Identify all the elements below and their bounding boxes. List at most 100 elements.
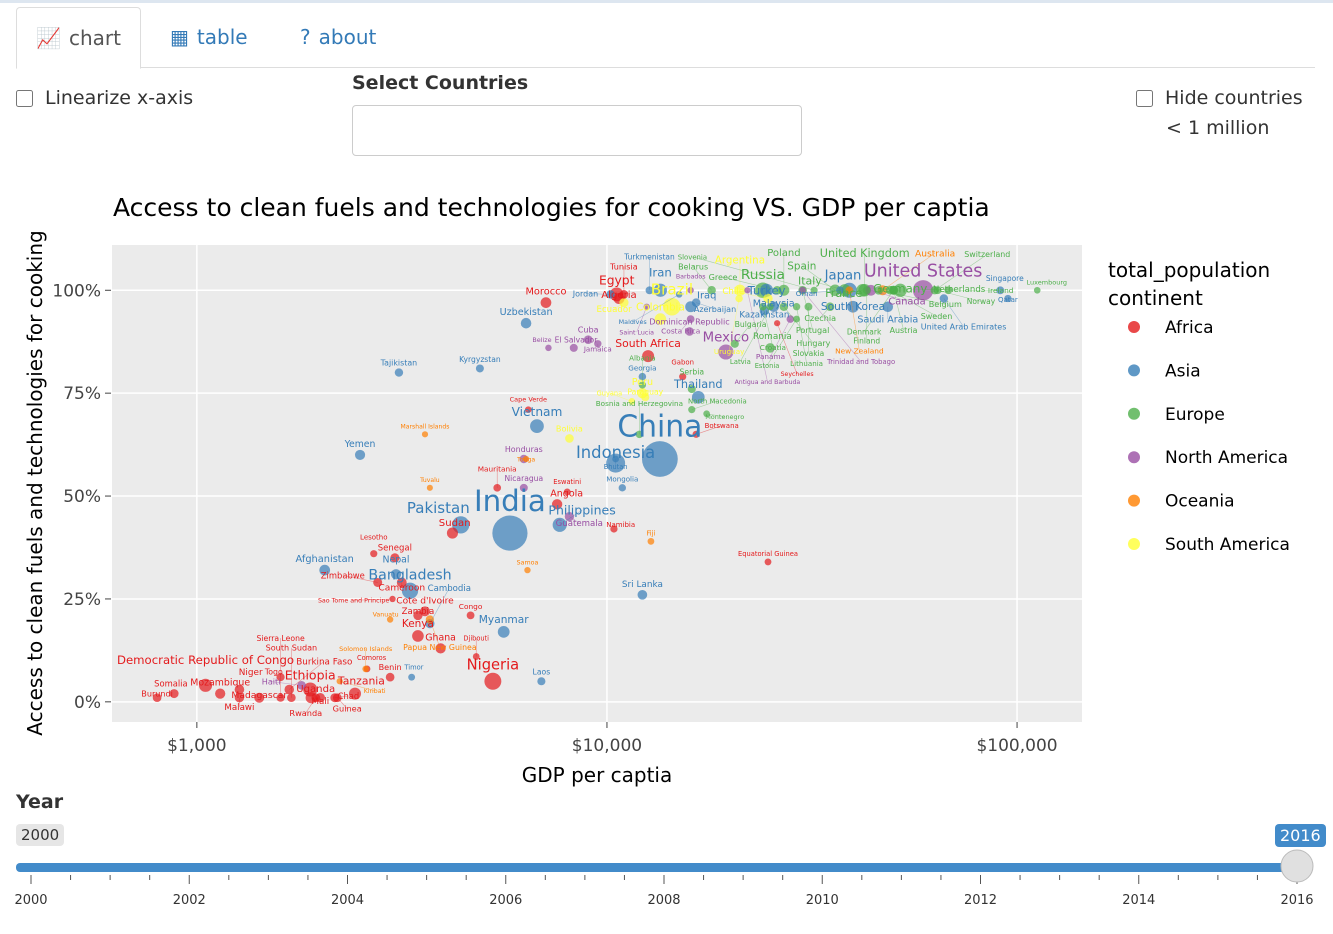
label-leader-line bbox=[353, 598, 393, 601]
country-label: Guatemala bbox=[556, 519, 603, 529]
label-leader-line bbox=[882, 252, 936, 291]
country-label: Slovakia bbox=[793, 349, 825, 358]
country-label: Honduras bbox=[505, 445, 543, 454]
label-leader-line bbox=[696, 302, 716, 310]
label-leader-line bbox=[796, 306, 807, 364]
data-point bbox=[522, 455, 530, 463]
country-label: Luxembourg bbox=[1027, 278, 1068, 286]
label-leader-line bbox=[733, 290, 769, 299]
data-point bbox=[687, 384, 696, 394]
slider-tick-label: 2000 bbox=[14, 893, 47, 908]
country-label: Maldives bbox=[619, 318, 648, 326]
label-leader-line bbox=[878, 289, 946, 305]
country-label: Uganda bbox=[296, 684, 335, 695]
country-label: Sweden bbox=[921, 312, 953, 321]
country-label: France bbox=[825, 287, 862, 300]
hide-checkbox-input[interactable] bbox=[1136, 89, 1153, 107]
country-label: Russia bbox=[741, 267, 785, 283]
country-label: China bbox=[617, 409, 702, 444]
label-leader-line bbox=[802, 290, 862, 362]
tab-table-label: table bbox=[196, 25, 248, 49]
country-label: Mexico bbox=[703, 330, 749, 345]
label-leader-line bbox=[680, 318, 691, 332]
country-label: Bangladesh bbox=[368, 567, 451, 583]
country-label: Saudi Arabia bbox=[857, 315, 918, 326]
data-point bbox=[996, 286, 1005, 295]
legend-item: North America bbox=[1165, 448, 1288, 468]
data-point bbox=[912, 280, 934, 301]
country-label: Yemen bbox=[344, 439, 376, 450]
label-leader-line bbox=[728, 298, 740, 352]
country-label: El Salvador bbox=[555, 336, 599, 345]
label-leader-line bbox=[740, 306, 771, 362]
country-label: Ghana bbox=[425, 632, 456, 643]
data-point bbox=[348, 687, 361, 700]
data-point bbox=[552, 517, 567, 532]
label-leader-line bbox=[305, 697, 317, 714]
country-label: Senegal bbox=[378, 544, 412, 554]
country-label: Argentina bbox=[715, 255, 765, 267]
data-point bbox=[685, 327, 694, 336]
country-label: Denmark bbox=[847, 327, 882, 336]
data-point bbox=[642, 350, 655, 363]
tab-about-label: about bbox=[318, 25, 377, 49]
linearize-checkbox-input[interactable] bbox=[16, 89, 33, 107]
country-label: Nicaragua bbox=[504, 474, 543, 483]
data-point bbox=[484, 672, 502, 690]
data-point bbox=[525, 406, 532, 413]
hide-small-countries-checkbox[interactable]: Hide countries bbox=[1136, 87, 1303, 109]
data-point bbox=[583, 335, 593, 344]
country-label: India bbox=[474, 484, 546, 518]
country-label: Ethiopia bbox=[285, 667, 336, 682]
slider-min-badge: 2000 bbox=[16, 824, 65, 846]
data-point bbox=[408, 673, 416, 681]
country-label: Germany bbox=[873, 282, 927, 296]
country-label: Timor bbox=[403, 664, 423, 672]
data-point bbox=[663, 297, 681, 316]
data-point bbox=[610, 525, 618, 533]
data-point bbox=[691, 298, 701, 307]
slider-tick-label: 2014 bbox=[1122, 893, 1155, 908]
data-point bbox=[641, 441, 678, 477]
country-label: Sri Lanka bbox=[622, 580, 663, 590]
country-label: Congo bbox=[459, 602, 483, 611]
data-point bbox=[563, 488, 571, 496]
country-label: Singapore bbox=[986, 274, 1024, 283]
label-leader-line bbox=[342, 575, 378, 583]
legend-marker bbox=[1128, 364, 1140, 377]
legend-marker bbox=[1128, 407, 1140, 420]
data-point bbox=[730, 339, 739, 348]
hide-label-threshold: < 1 million bbox=[1166, 117, 1270, 139]
data-point bbox=[889, 286, 898, 295]
country-label: Mali bbox=[311, 697, 329, 707]
country-label: Uzbekistan bbox=[500, 307, 553, 318]
data-point bbox=[653, 283, 667, 297]
data-point bbox=[311, 693, 321, 703]
data-point bbox=[497, 625, 510, 638]
data-point bbox=[390, 553, 400, 563]
country-label: Cambodia bbox=[428, 584, 471, 594]
tab-table[interactable]: ▦ table bbox=[170, 7, 248, 67]
x-tick-label: $1,000 bbox=[167, 736, 226, 756]
country-label: Algeria bbox=[601, 290, 636, 301]
data-point bbox=[675, 291, 683, 298]
data-point bbox=[645, 286, 654, 295]
country-label: Guinea bbox=[333, 704, 362, 714]
tab-chart[interactable]: 📈 chart bbox=[16, 7, 141, 69]
country-label: Morocco bbox=[525, 286, 566, 297]
country-label: Colombia bbox=[636, 301, 685, 313]
legend-item: Europe bbox=[1165, 405, 1225, 425]
country-label: Rwanda bbox=[289, 708, 322, 718]
data-point bbox=[765, 343, 775, 353]
data-point bbox=[778, 284, 790, 296]
slider-handle[interactable] bbox=[1280, 849, 1314, 883]
country-label: Kyrgyzstan bbox=[459, 355, 501, 364]
country-label: Tuvalu bbox=[419, 477, 440, 484]
linearize-x-axis-checkbox[interactable]: Linearize x-axis bbox=[16, 87, 193, 109]
country-label: Botswana bbox=[705, 422, 739, 430]
country-label: Montenegro bbox=[705, 413, 744, 421]
select-countries-input[interactable] bbox=[352, 105, 802, 156]
country-label: Bulgaria bbox=[735, 320, 767, 329]
tab-about[interactable]: ? about bbox=[300, 7, 376, 67]
label-leader-line bbox=[943, 298, 964, 327]
